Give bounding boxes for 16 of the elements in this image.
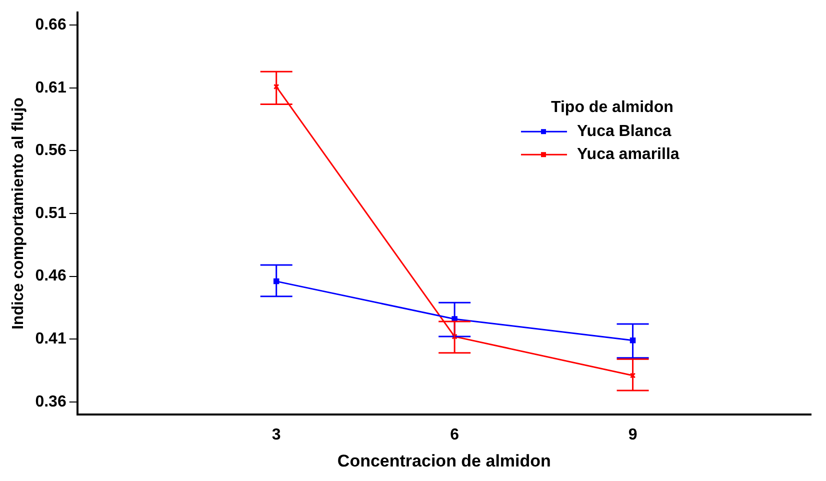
y-tick-label: 0.66 [35,16,66,34]
y-tick-label: 0.61 [35,79,66,96]
y-tick-label: 0.36 [35,393,66,410]
y-tick-label: 0.56 [35,142,66,160]
y-axis-title: Indice comportamiento al flujo [10,97,28,330]
legend-label: Yuca Blanca [577,123,672,140]
legend-title: Tipo de almidon [551,99,674,116]
legend-label: Yuca amarilla [577,146,680,164]
y-tick-label: 0.41 [35,330,66,348]
y-tick-label: 0.51 [35,204,66,222]
x-tick-label: 3 [272,426,281,444]
y-tick-label: 0.46 [35,268,66,285]
x-axis-title: Concentracion de almidon [337,451,551,470]
x-tick-label: 9 [628,426,638,444]
x-tick-label: 6 [450,426,460,444]
point [452,334,458,340]
